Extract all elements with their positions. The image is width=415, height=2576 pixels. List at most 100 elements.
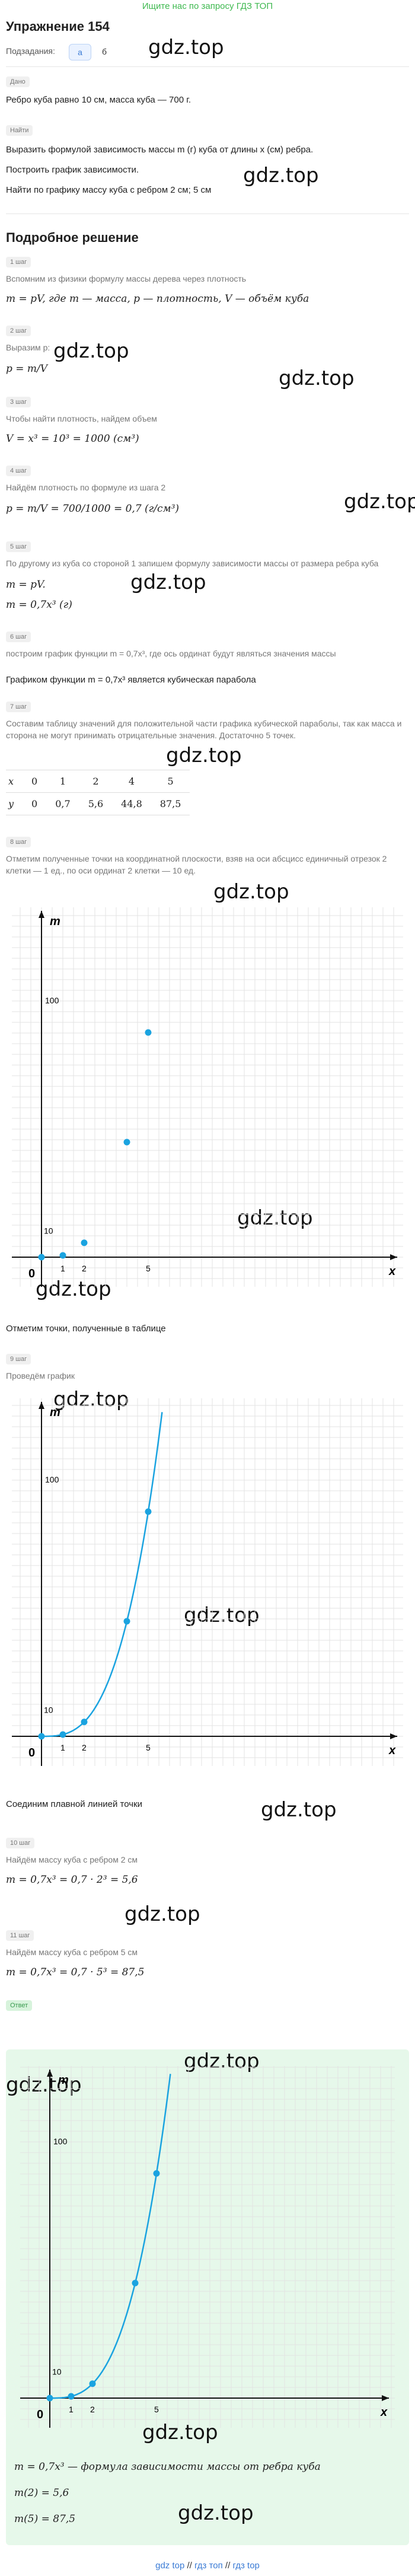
step-label: 11 шаг bbox=[6, 1930, 34, 1941]
data-point bbox=[68, 2393, 75, 2400]
x-axis-label: x bbox=[380, 2406, 388, 2419]
values-table: x 0 1 2 4 5 y 0 0,7 5,6 44,8 87,5 bbox=[6, 770, 190, 815]
watermark: gdz.top bbox=[148, 36, 224, 59]
step-math: p = m/V bbox=[6, 363, 48, 375]
step-label: 10 шаг bbox=[6, 1838, 35, 1848]
table-cell: 0 bbox=[23, 770, 47, 793]
table-cell: 0 bbox=[23, 792, 47, 815]
curve-line bbox=[42, 1412, 163, 1737]
tick-label: 5 bbox=[154, 2405, 159, 2414]
step-text: Проведём график bbox=[6, 1371, 75, 1381]
footer: gdz top // гдз топ // гдз top bbox=[0, 2561, 415, 2571]
step-math: m = 0,7x³ (г) bbox=[6, 599, 72, 611]
answer-line: m = 0,7x³ — формула зависимости массы от… bbox=[14, 2461, 321, 2473]
step-label: 3 шаг bbox=[6, 397, 31, 407]
tick-label: 1 bbox=[60, 1264, 65, 1273]
given-text: Ребро куба равно 10 см, масса куба — 700… bbox=[6, 95, 191, 105]
step-math: m = 0,7x³ = 0,7 · 5³ = 87,5 bbox=[6, 1966, 145, 1978]
data-point bbox=[38, 1254, 45, 1261]
find-label: Найти bbox=[6, 125, 33, 136]
find-line-2: Построить график зависимости. bbox=[6, 165, 139, 175]
footer-sep: // bbox=[222, 2561, 233, 2571]
step-math: V = x³ = 10³ = 1000 (см³) bbox=[6, 433, 139, 445]
chart-points: m x 0 1 2 5 10 100 bbox=[12, 907, 403, 1287]
chart-curve: m x 0 1 2 5 10 100 bbox=[12, 1398, 403, 1766]
table-cell: 5,6 bbox=[79, 792, 113, 815]
watermark: gdz.top bbox=[166, 744, 242, 767]
y-axis-label: m bbox=[50, 1406, 60, 1419]
subtask-tab-a[interactable]: а bbox=[69, 44, 91, 60]
step-math: m = pV, где m — масса, p — плотность, V … bbox=[6, 293, 309, 305]
step-math: p = m/V = 700/1000 = 0,7 (г/см³) bbox=[6, 503, 180, 515]
step-label: 4 шаг bbox=[6, 466, 31, 476]
data-point bbox=[46, 2395, 53, 2402]
tick-label: 2 bbox=[82, 1743, 87, 1752]
answer-box bbox=[6, 2049, 409, 2545]
answer-label: Ответ bbox=[6, 2000, 33, 2011]
step-label: 8 шаг bbox=[6, 837, 31, 847]
step-label: 7 шаг bbox=[6, 702, 31, 712]
top-banner[interactable]: Ищите нас по запросу ГДЗ ТОП bbox=[142, 1, 273, 11]
data-point bbox=[59, 1731, 66, 1738]
y-axis-arrow bbox=[39, 911, 44, 918]
chart-answer: m x 0 1 2 5 10 100 bbox=[20, 2066, 395, 2428]
footer-link[interactable]: гдз top bbox=[232, 2561, 260, 2571]
data-point bbox=[81, 1719, 88, 1726]
data-point bbox=[145, 1508, 152, 1515]
footer-sep: // bbox=[184, 2561, 194, 2571]
step-label: 9 шаг bbox=[6, 1354, 31, 1364]
data-point bbox=[123, 1618, 130, 1625]
step-text: Отметим полученные точки на координатной… bbox=[6, 854, 387, 875]
page-title: Упражнение 154 bbox=[6, 19, 110, 34]
watermark: gdz.top bbox=[184, 1603, 260, 1627]
watermark: gdz.top bbox=[243, 164, 319, 187]
step-label: 2 шаг bbox=[6, 326, 31, 336]
footer-link[interactable]: гдз топ bbox=[194, 2561, 223, 2571]
x-axis-arrow bbox=[390, 1733, 397, 1739]
watermark: gdz.top bbox=[142, 2421, 218, 2444]
table-cell: 44,8 bbox=[112, 792, 151, 815]
divider bbox=[6, 66, 409, 67]
find-line-1: Выразить формулой зависимость массы m (г… bbox=[6, 145, 314, 155]
table-row: y 0 0,7 5,6 44,8 87,5 bbox=[6, 792, 190, 815]
solution-title: Подробное решение bbox=[6, 230, 139, 245]
divider bbox=[6, 213, 409, 214]
table-cell: 0,7 bbox=[46, 792, 79, 815]
tick-label: 1 bbox=[60, 1743, 65, 1752]
tick-label: 1 bbox=[69, 2405, 74, 2414]
table-cell: 2 bbox=[79, 770, 113, 793]
step-text: Вспомним из физики формулу массы дерева … bbox=[6, 274, 247, 283]
x-axis-arrow bbox=[382, 2395, 389, 2401]
data-point bbox=[145, 1029, 152, 1036]
step-text: Найдём массу куба с ребром 2 см bbox=[6, 1855, 138, 1864]
step-math: m = pV. bbox=[6, 579, 46, 591]
table-cell: x bbox=[6, 770, 23, 793]
y-axis-label: m bbox=[50, 915, 60, 928]
watermark: gdz.top bbox=[124, 1902, 200, 1926]
tick-label: 5 bbox=[146, 1743, 151, 1752]
step-text: Найдём плотность по формуле из шага 2 bbox=[6, 483, 166, 492]
subtask-tab-b[interactable]: б bbox=[101, 47, 107, 56]
footer-link[interactable]: gdz top bbox=[155, 2561, 185, 2571]
step-text: Составим таблицу значений для положитель… bbox=[6, 719, 402, 740]
step-text: Выразим p: bbox=[6, 343, 50, 352]
table-cell: y bbox=[6, 792, 23, 815]
watermark: gdz.top bbox=[237, 1206, 313, 1230]
watermark: gdz.top bbox=[344, 490, 415, 514]
tick-label: 100 bbox=[45, 996, 59, 1005]
watermark: gdz.top bbox=[184, 2049, 260, 2073]
step-label: 6 шаг bbox=[6, 632, 31, 642]
data-point bbox=[89, 2380, 96, 2387]
x-axis-label: x bbox=[388, 1265, 396, 1278]
step-text: Чтобы найти плотность, найдем объем bbox=[6, 414, 157, 423]
step-text: По другому из куба со стороной 1 запишем… bbox=[6, 559, 379, 568]
origin-label: 0 bbox=[37, 2408, 43, 2421]
tick-label: 10 bbox=[44, 1226, 53, 1236]
origin-label: 0 bbox=[28, 1746, 35, 1759]
x-axis-label: x bbox=[388, 1744, 396, 1757]
tick-label: 10 bbox=[44, 1705, 53, 1715]
tick-label: 5 bbox=[146, 1264, 151, 1273]
curve-line bbox=[50, 2074, 171, 2399]
watermark: gdz.top bbox=[6, 2073, 82, 2097]
origin-label: 0 bbox=[28, 1267, 35, 1280]
